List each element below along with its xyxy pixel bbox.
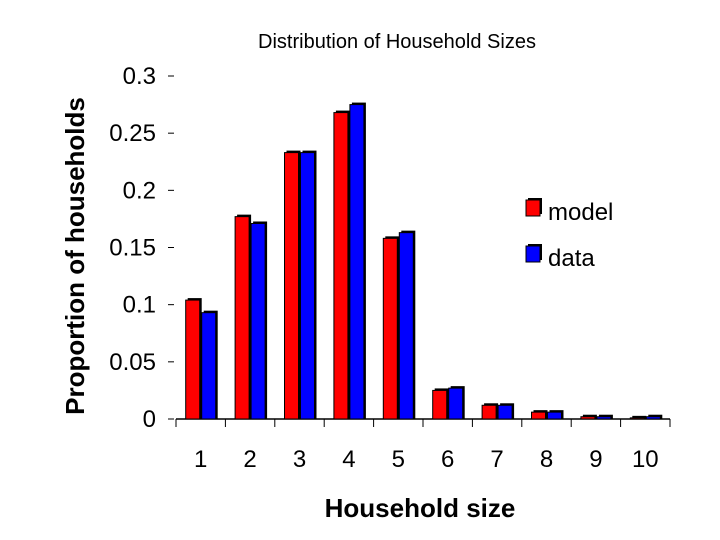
y-tick-label: 0.2: [123, 177, 156, 204]
x-tick-label: 8: [540, 446, 553, 473]
legend-label-data: data: [548, 245, 595, 272]
chart-title: Distribution of Household Sizes: [258, 31, 536, 53]
bar-model: [531, 411, 546, 420]
bar-data: [250, 222, 266, 420]
x-axis-label: Household size: [325, 493, 516, 523]
bar-model: [185, 299, 201, 420]
y-tick-label: 0.3: [123, 63, 156, 90]
bar-data: [547, 411, 562, 420]
x-tick-label: 7: [490, 446, 503, 473]
legend: model data: [525, 198, 613, 272]
bar-model: [284, 152, 299, 420]
bar-data: [201, 312, 217, 420]
y-tick-label: 0.25: [109, 120, 156, 147]
bar-model: [333, 112, 349, 420]
bar-model: [580, 416, 596, 420]
bar-data: [497, 404, 513, 420]
x-tick-label: 4: [342, 446, 355, 473]
bar-data: [349, 104, 365, 420]
bar-data: [398, 232, 414, 420]
bar-data: [448, 387, 464, 420]
x-tick-label: 5: [392, 446, 405, 473]
bar-model: [481, 404, 497, 420]
bar-model: [234, 216, 250, 420]
bar-model: [382, 237, 398, 420]
x-tick-label: 1: [194, 446, 207, 473]
y-tick-label: 0.15: [109, 235, 156, 262]
x-tick-label: 9: [589, 446, 602, 473]
x-tick-label: 3: [293, 446, 306, 473]
bar-data: [645, 416, 661, 420]
y-tick-label: 0.05: [109, 349, 156, 376]
x-tick-label: 10: [632, 446, 659, 473]
x-tick-label: 2: [243, 446, 256, 473]
bar-data: [596, 416, 612, 420]
legend-swatch-data: [525, 245, 541, 263]
x-tick-label: 6: [441, 446, 454, 473]
legend-label-model: model: [548, 199, 613, 226]
bar-data: [300, 152, 315, 420]
bar-model: [432, 389, 448, 420]
y-tick-label: 0.1: [123, 292, 156, 319]
y-tick-label: 0: [143, 406, 156, 433]
y-axis-label: Proportion of households: [60, 97, 90, 415]
bar-model: [629, 417, 645, 420]
plot-area: 0 0.05 0.1 0.15 0.2 0.25 0.3 1 2 3 4 5 6 7 8 9 10: [109, 63, 671, 473]
legend-swatch-model: [525, 199, 541, 217]
